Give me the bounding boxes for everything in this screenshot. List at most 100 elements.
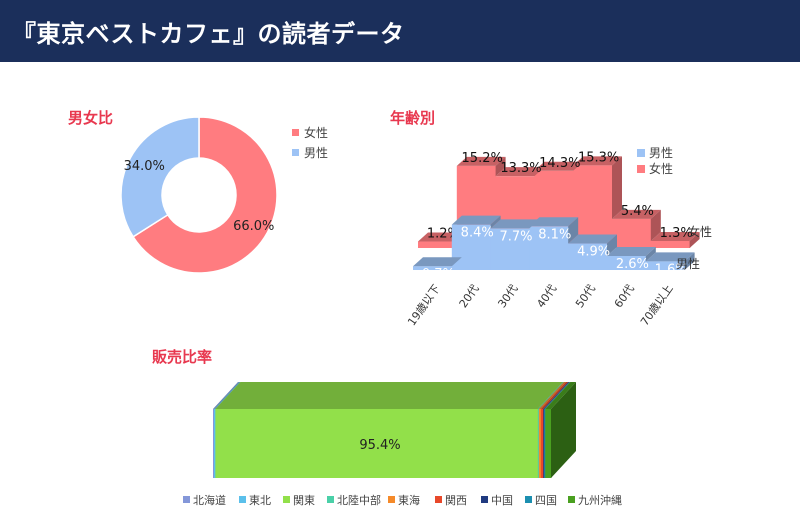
male-bar-top — [607, 246, 656, 256]
legend-label: 九州沖縄 — [578, 493, 622, 507]
female-bar-side — [495, 156, 506, 177]
male-data-label: 8.4% — [461, 226, 494, 241]
sales-segment — [215, 409, 539, 478]
female-bar-side — [612, 156, 622, 219]
female-data-label: 14.3% — [539, 156, 580, 171]
legend-swatch — [637, 165, 645, 173]
donut-slice-female — [132, 116, 278, 274]
legend-label: 関西 — [445, 494, 467, 507]
female-data-label: 13.3% — [500, 161, 541, 176]
male-bar-side — [568, 217, 579, 244]
female-bar-top — [534, 161, 584, 171]
legend-label: 北陸中部 — [337, 493, 381, 507]
legend-label: 男性 — [649, 146, 673, 160]
donut-data-label: 66.0% — [233, 219, 274, 234]
legend-label: 女性 — [304, 125, 328, 140]
male-data-label: 4.9% — [577, 245, 610, 260]
male-data-label: 1.6% — [655, 262, 688, 277]
legend-label: 中国 — [491, 494, 513, 507]
legend-label: 東海 — [398, 493, 420, 507]
female-data-label: 1.3% — [660, 226, 693, 241]
female-bar — [418, 241, 458, 248]
female-data-label: 15.3% — [578, 150, 619, 165]
male-bar — [490, 228, 530, 270]
depth-label-female: 女性 — [688, 224, 712, 239]
sales-segment-top — [215, 382, 563, 409]
male-bar-top — [413, 257, 462, 267]
donut-data-label: 34.0% — [124, 159, 165, 174]
sales-stacked-bar-chart: 95.4% 北海道 東北 関東 北陸中部 東海 関西 中国 四国 九州沖縄 — [183, 382, 622, 507]
age-tick-label: 50代 — [573, 282, 598, 310]
male-bar — [568, 243, 608, 270]
female-bar — [573, 165, 613, 248]
sales-segment-top — [545, 382, 576, 409]
age-tick-label: 70歳以上 — [638, 282, 676, 328]
male-bar-side — [645, 246, 656, 262]
donut-slice-male — [120, 116, 200, 238]
legend-label: 関東 — [293, 494, 315, 507]
male-bar — [529, 226, 569, 270]
sales-segment-top — [543, 382, 570, 409]
male-bar-top — [645, 252, 695, 262]
legend-label: 北海道 — [193, 493, 226, 507]
sales-chart-title: 販売比率 — [152, 348, 213, 366]
depth-label-male: 男性 — [676, 257, 700, 271]
sales-segment — [540, 409, 544, 478]
male-bar — [413, 266, 453, 270]
sales-segment-top — [213, 382, 240, 409]
male-data-label: 8.1% — [538, 227, 571, 242]
gender-chart-title: 男女比 — [68, 109, 114, 127]
male-bar — [645, 261, 686, 270]
legend-swatch — [568, 496, 575, 503]
age-bar-chart: 1.2% 15.2%13.3%14.3%15.3% 5.4% 1.3% 0.7% 8.4%… — [405, 146, 712, 328]
legend-label: 男性 — [304, 146, 328, 160]
legend-swatch — [388, 496, 395, 503]
female-data-label: 1.2% — [427, 227, 460, 242]
legend-swatch — [239, 496, 246, 503]
female-bar-side — [689, 231, 700, 248]
legend-swatch — [525, 496, 532, 503]
female-bar-top — [456, 156, 506, 166]
sales-segment — [545, 409, 552, 478]
legend-swatch — [435, 496, 442, 503]
sales-segment — [543, 409, 545, 478]
legend-label: 四国 — [535, 494, 557, 507]
sales-segment — [537, 409, 540, 478]
sales-segment — [214, 409, 216, 478]
age-tick-label: 40代 — [534, 282, 559, 310]
male-data-label: 7.7% — [499, 229, 532, 244]
legend-swatch — [292, 149, 299, 156]
male-bar-top — [490, 219, 540, 229]
sales-segment-side — [551, 382, 576, 478]
sales-segment — [538, 409, 542, 478]
male-bar — [607, 255, 647, 270]
male-data-label: 0.7% — [422, 267, 455, 282]
male-bar-top — [568, 234, 617, 244]
male-bar-top — [529, 217, 579, 227]
header-banner: 『東京ベストカフェ』の読者データ — [0, 0, 800, 62]
age-tick-label: 19歳以下 — [405, 282, 443, 328]
female-bar-top — [573, 156, 622, 166]
male-data-label: 2.6% — [616, 257, 649, 272]
age-chart-title: 年齢別 — [390, 109, 436, 127]
age-tick-label: 30代 — [495, 282, 520, 310]
sales-segment-top — [540, 382, 569, 409]
female-bar-top — [612, 209, 661, 219]
legend-swatch — [481, 496, 488, 503]
page-title: 『東京ベストカフェ』の読者データ — [12, 20, 405, 48]
female-bar — [612, 218, 652, 248]
legend-swatch — [327, 496, 334, 503]
legend-label: 東北 — [249, 494, 271, 507]
legend-label: 女性 — [649, 161, 673, 176]
sales-segment-top — [214, 382, 241, 409]
male-bar-side — [490, 215, 501, 229]
sales-data-label: 95.4% — [359, 438, 400, 453]
age-tick-label: 60代 — [612, 282, 637, 310]
sales-segment — [544, 409, 546, 478]
sales-segment-top — [538, 382, 566, 409]
legend-swatch — [283, 496, 290, 503]
female-data-label: 15.2% — [462, 151, 503, 166]
legend-swatch — [637, 149, 645, 157]
